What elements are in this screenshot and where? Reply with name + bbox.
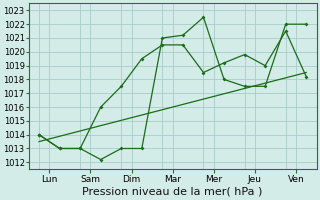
X-axis label: Pression niveau de la mer( hPa ): Pression niveau de la mer( hPa ) bbox=[83, 187, 263, 197]
